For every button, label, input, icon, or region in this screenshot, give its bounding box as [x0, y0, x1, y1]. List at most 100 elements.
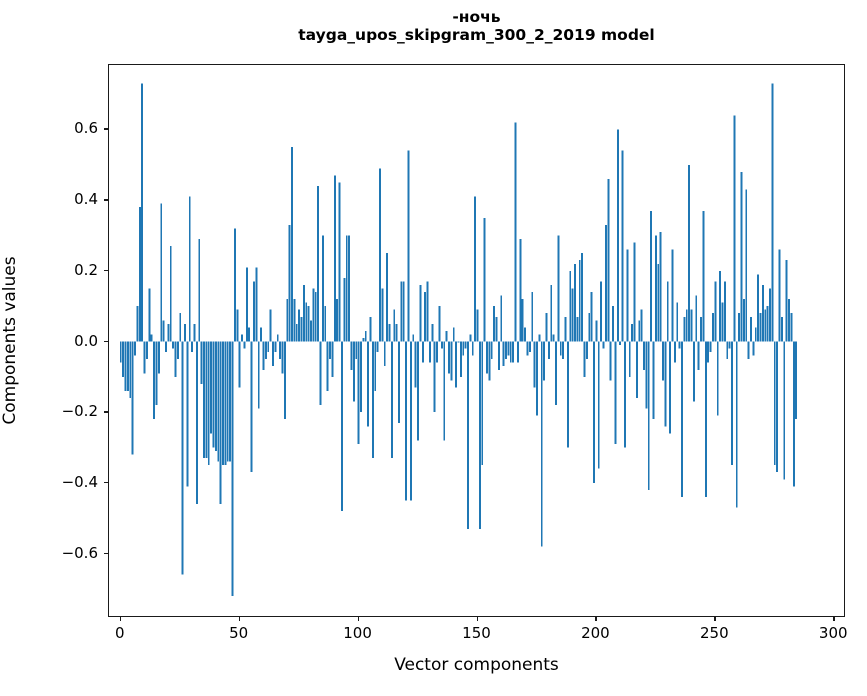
- bar: [191, 341, 194, 353]
- y-tick-mark: [103, 340, 108, 342]
- bar: [184, 323, 186, 342]
- bar: [514, 122, 517, 342]
- bar: [340, 341, 343, 512]
- bar: [650, 210, 653, 342]
- bar: [578, 260, 581, 342]
- y-tick-label: 0.6: [74, 119, 98, 138]
- bar: [678, 341, 681, 349]
- bar: [785, 260, 788, 342]
- plot-axes: [108, 64, 845, 617]
- bar: [509, 341, 512, 363]
- bar: [702, 210, 705, 342]
- bar: [129, 341, 132, 399]
- bar: [571, 288, 574, 342]
- bar: [150, 334, 153, 342]
- bar: [638, 320, 641, 342]
- bar: [443, 341, 446, 441]
- bar: [236, 309, 239, 342]
- bar: [547, 341, 550, 360]
- bar: [581, 253, 584, 342]
- bar: [726, 341, 729, 360]
- bar: [250, 341, 253, 473]
- bar: [483, 217, 486, 342]
- x-tick-mark: [595, 616, 597, 621]
- bar: [255, 267, 258, 342]
- bar: [576, 316, 579, 342]
- bar: [469, 334, 472, 342]
- bar: [780, 316, 783, 342]
- bar: [233, 228, 236, 342]
- bar: [212, 341, 215, 448]
- y-tick-label: −0.6: [61, 543, 98, 562]
- x-tick-mark: [119, 616, 122, 621]
- bar: [590, 292, 593, 342]
- bar: [583, 341, 586, 377]
- bar: [669, 341, 672, 434]
- bar: [595, 320, 598, 342]
- bar: [688, 164, 691, 342]
- bar: [714, 281, 717, 342]
- x-axis-ticks: [108, 616, 845, 622]
- bar: [402, 281, 405, 342]
- bar: [179, 313, 182, 342]
- bar: [329, 341, 331, 360]
- bar: [393, 309, 396, 342]
- bar: [286, 299, 289, 342]
- y-tick-label: −0.4: [61, 472, 98, 491]
- chart-title-line-2: tayga_upos_skipgram_300_2_2019 model: [298, 26, 655, 45]
- bar: [731, 341, 733, 466]
- bar: [764, 309, 767, 342]
- bar: [733, 115, 736, 342]
- bar: [759, 313, 762, 342]
- bar: [533, 341, 536, 388]
- bar: [388, 323, 391, 342]
- bar: [436, 341, 439, 363]
- bar: [757, 274, 760, 342]
- x-tick-label: 0: [114, 624, 125, 642]
- bar: [500, 295, 503, 342]
- bar: [735, 341, 738, 508]
- bar: [205, 341, 208, 459]
- bar: [305, 302, 308, 342]
- bar: [172, 341, 175, 349]
- y-tick-label: 0.0: [74, 331, 98, 350]
- bar: [452, 327, 455, 342]
- bar: [169, 246, 172, 342]
- y-tick-mark: [103, 199, 108, 201]
- bar: [314, 292, 317, 342]
- bar: [360, 341, 362, 413]
- bar: [245, 267, 248, 342]
- bar: [262, 341, 265, 370]
- bar: [776, 341, 779, 473]
- bar: [666, 281, 669, 342]
- bar: [607, 178, 610, 342]
- bar: [778, 249, 781, 342]
- bar: [564, 316, 567, 342]
- bar: [476, 309, 479, 342]
- bar: [559, 341, 562, 356]
- bar: [421, 341, 424, 363]
- bar: [153, 341, 156, 420]
- bar: [524, 327, 527, 342]
- bar: [231, 341, 234, 596]
- bar: [604, 224, 607, 342]
- bar: [198, 239, 201, 342]
- bar: [260, 327, 263, 342]
- bar: [792, 341, 795, 487]
- bar: [217, 341, 220, 462]
- bar: [662, 341, 664, 381]
- bar: [531, 292, 534, 342]
- bar: [574, 263, 576, 342]
- bar: [519, 239, 522, 342]
- bar: [597, 341, 600, 469]
- bar: [345, 235, 348, 342]
- bar: [740, 171, 743, 342]
- bar: [136, 306, 139, 342]
- bar: [773, 341, 776, 466]
- bar: [723, 281, 726, 342]
- bar: [302, 284, 305, 342]
- bar: [526, 341, 529, 356]
- x-tick-mark: [833, 616, 835, 621]
- bar-series-container: [109, 65, 844, 616]
- bar: [543, 341, 546, 381]
